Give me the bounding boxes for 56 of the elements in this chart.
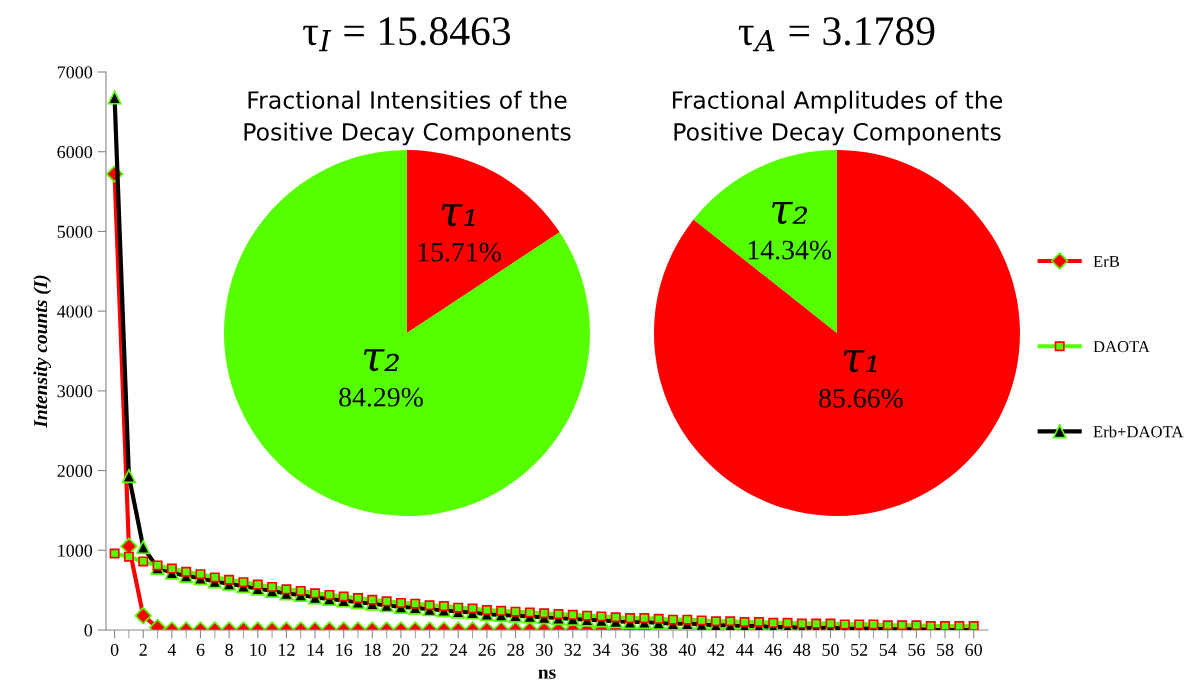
x-tick-label: 14 [307, 643, 324, 656]
x-tick-label: 48 [793, 643, 811, 656]
y-tick-label: 3000 [57, 385, 93, 398]
x-tick-label: 6 [196, 643, 205, 656]
chart-subtitle: Fractional Intensities of the Positive Decay Components [244, 90, 571, 146]
x-tick-label: 32 [564, 643, 581, 656]
y-tick-label: 7000 [57, 66, 93, 79]
x-tick-label: 26 [478, 643, 496, 656]
y-tick-label: 6000 [57, 145, 93, 159]
x-tick-label: 4 [167, 643, 177, 656]
x-tick-label: 60 [965, 643, 983, 656]
chart-subtitle: Fractional Amplitudes of the Positive Decay Components [673, 90, 1003, 146]
y-tick-label: 5000 [57, 225, 93, 238]
data-label: 15.71% [418, 242, 501, 262]
data-label: 14.34% [748, 240, 832, 260]
x-tick-label: 20 [392, 643, 410, 656]
x-tick-label: 34 [593, 643, 611, 656]
x-tick-label: 12 [278, 643, 295, 656]
x-tick-label: 2 [139, 643, 147, 656]
x-tick-label: 28 [507, 643, 524, 656]
slice-label: τ₂ [772, 202, 808, 224]
legend-label: Erb+DAOTA [1093, 425, 1184, 438]
x-tick-label: 54 [879, 643, 897, 656]
x-tick-label: 50 [822, 643, 839, 656]
x-tick-label: 56 [908, 643, 925, 656]
data-label: 85.66% [819, 388, 903, 408]
y-tick-label: 2000 [57, 464, 93, 478]
x-tick-label: 24 [449, 643, 467, 656]
x-tick-label: 16 [336, 643, 353, 656]
x-axis-title: ns [538, 669, 556, 679]
x-tick-label: 0 [110, 643, 119, 656]
slice-label: τ₂ [363, 349, 399, 372]
slice-label: τ₁ [843, 350, 877, 373]
x-tick-label: 42 [707, 643, 724, 656]
x-tick-label: 38 [650, 643, 668, 656]
x-tick-label: 46 [764, 643, 782, 656]
x-tick-label: 40 [678, 643, 696, 656]
x-tick-label: 10 [250, 643, 267, 656]
y-tick-label: 0 [84, 624, 93, 637]
x-tick-label: 18 [364, 643, 381, 656]
x-tick-label: 8 [225, 643, 233, 656]
chart-title: τ$_{A}$ = 3.1789 [738, 17, 935, 52]
legend-label: ErB [1093, 255, 1120, 267]
x-tick-label: 58 [937, 643, 954, 656]
x-tick-label: 44 [735, 643, 754, 656]
x-tick-label: 30 [535, 643, 553, 656]
chart-title: τ$_{I}$ = 15.8463 [303, 17, 511, 52]
x-tick-label: 22 [421, 643, 438, 656]
y-tick-label: 4000 [57, 305, 93, 318]
data-label: 84.29% [339, 387, 423, 407]
x-tick-label: 36 [621, 643, 639, 656]
legend-label: DAOTA [1093, 341, 1150, 353]
x-tick-label: 52 [851, 643, 868, 656]
y-tick-label: 1000 [58, 544, 93, 557]
slice-label: τ₁ [441, 204, 475, 227]
y-axis-title: Intensity counts (I) [33, 275, 52, 428]
